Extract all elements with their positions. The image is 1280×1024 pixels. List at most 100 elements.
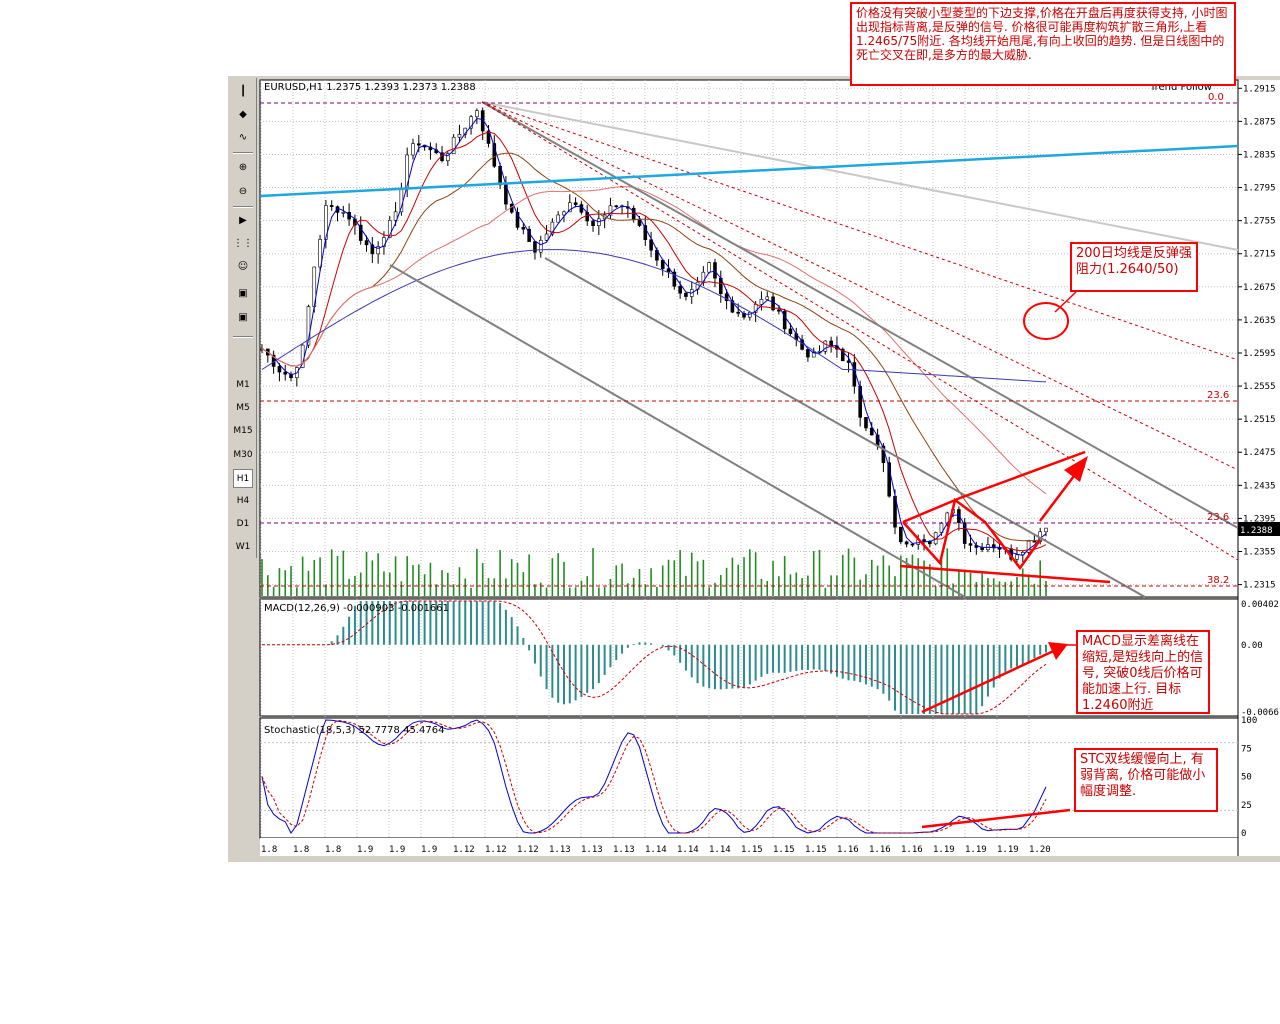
candle-body [887,462,892,497]
candle-body [858,385,862,418]
x-tick-label: 1.16 [901,845,923,855]
candle-body [329,205,334,207]
y-tick-label: 1.2315 [1243,581,1276,591]
price-panel [259,79,1239,598]
candle-body [811,351,816,358]
template-icon[interactable]: ▣ [238,312,248,323]
candle-body [283,371,288,375]
candle-body [579,204,584,213]
timeframe-m5[interactable]: M5 [236,403,250,414]
annotation-stc: STC双线缓慢向上, 有弱背离, 价格可能做小幅度调整. [1074,748,1218,812]
candle-body [997,547,1002,550]
fib-label-382: 38.2 [1207,575,1229,586]
candle-body [562,211,566,216]
trend-channel [389,101,1239,598]
macd-signal-line [262,600,1047,715]
ma-slow-line [261,152,1047,542]
x-tick-label: 1.15 [741,845,763,855]
timeframe-w1[interactable]: W1 [235,542,251,553]
period-icon[interactable]: ▣ [238,288,248,299]
x-tick-label: 1.15 [805,845,827,855]
candle-body [724,293,729,302]
candle-body [556,214,560,223]
zoom-out-icon[interactable]: ⊖ [238,186,248,197]
macd-tick-label: 0.00402 [1241,600,1279,610]
timeframe-m30[interactable]: M30 [233,449,253,460]
candle-body [788,328,793,334]
candle-body [869,427,874,436]
price-axis [1238,80,1280,838]
expert-icon[interactable]: ☺ [237,261,249,272]
stoch-tick-label: 100 [1241,716,1257,726]
y-tick-label: 1.2875 [1243,117,1276,127]
candle-body [840,348,845,362]
y-tick-label: 1.2555 [1243,382,1276,392]
y-tick-label: 1.2635 [1243,316,1276,326]
candle-body [358,224,363,241]
timeframe-m15[interactable]: M15 [233,426,253,437]
y-tick-label: 1.2715 [1243,250,1276,260]
candle-body [736,311,741,314]
x-tick-label: 1.19 [997,845,1019,855]
y-tick-label: 1.2355 [1243,548,1276,558]
candle-body [829,340,833,347]
ma200-line [261,249,1047,383]
candle-body [608,205,613,216]
current-price-label: 1.2388 [1240,526,1273,536]
current-price-marker [1238,522,1280,536]
candle-body [864,417,868,429]
timeframe-h1[interactable]: H1 [233,468,253,488]
candle-body [1015,554,1019,560]
zoom-in-icon[interactable]: ⊕ [238,162,248,173]
candle-body [614,205,619,208]
x-tick-label: 1.19 [965,845,987,855]
chart-shift-icon[interactable]: ⋮⋮ [233,238,253,249]
x-tick-label: 1.14 [709,845,731,855]
x-tick-label: 1.12 [453,845,475,855]
macd-tick-label: -0.0066 [1241,708,1279,718]
time-axis [260,838,1280,856]
x-tick-label: 1.16 [869,845,891,855]
candle-body [742,313,746,318]
left-toolbar: ┃ ◆ ∿ ⊕ ⊖ ▶ ⋮⋮ ☺ ▣ ▣ M1 M5 M15 M30 H1 H4 D1 W1 [230,78,257,558]
bar-chart-icon[interactable]: ┃ [239,86,247,97]
x-tick-label: 1.13 [613,845,635,855]
timeframe-h4[interactable]: H4 [236,496,250,506]
triangle-annotation [899,291,1111,829]
candle-chart-icon[interactable]: ◆ [239,109,247,120]
x-tick-label: 1.15 [773,845,795,855]
x-tick-label: 1.9 [421,845,437,855]
timeframe-m1[interactable]: M1 [236,380,250,390]
candle-body [393,211,398,221]
candle-body [806,349,810,358]
candle-body [1026,540,1031,553]
x-tick-label: 1.16 [837,845,859,855]
candle-body [823,340,828,352]
y-tick-label: 1.2515 [1243,415,1276,425]
candle-body [469,116,473,129]
autoscroll-icon[interactable]: ▶ [239,215,247,226]
candle-body [538,239,543,253]
macd-header: MACD(12,26,9) -0.000903 -0.001661 [264,603,449,614]
y-tick-label: 1.2795 [1243,184,1276,194]
candle-body [713,262,717,279]
x-tick-label: 1.13 [549,845,571,855]
candle-body [730,300,735,313]
candle-body [277,366,282,373]
line-chart-icon[interactable]: ∿ [238,132,248,143]
candle-body [759,299,764,305]
y-tick-label: 1.2755 [1243,217,1276,227]
candle-body [777,309,781,312]
candle-body [446,153,450,162]
timeframe-d1[interactable]: D1 [236,519,250,530]
candle-body [922,539,926,542]
x-tick-label: 1.12 [485,845,507,855]
x-tick-label: 1.19 [933,845,955,855]
x-tick-label: 1.9 [357,845,373,855]
candle-body [416,143,421,146]
fib-label-236a: 23.6 [1207,390,1229,401]
annotation-ma200: 200日均线是反弹强阻力(1.2640/50) [1070,242,1198,292]
y-tick-label: 1.2915 [1243,84,1276,94]
fib-label-236b: 23.6 [1207,512,1229,523]
